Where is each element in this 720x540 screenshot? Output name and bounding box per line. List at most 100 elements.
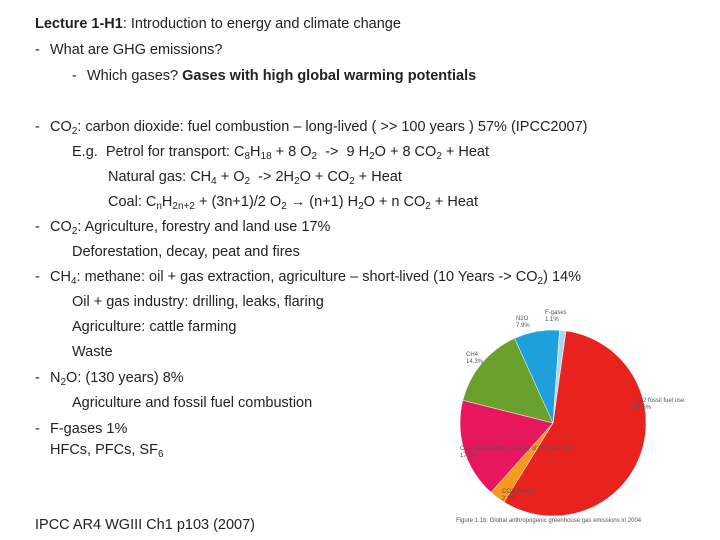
text-line: Which gases? Gases with high global warm… bbox=[87, 67, 476, 85]
text-line: F-gases 1% bbox=[50, 420, 127, 438]
text-line: What are GHG emissions? bbox=[50, 41, 222, 59]
text-run: 2 bbox=[281, 201, 287, 212]
text-run: Gases with high global warming potential… bbox=[182, 68, 477, 84]
text-line: Agriculture: cattle farming bbox=[72, 318, 236, 336]
text-run: + 8 O bbox=[271, 144, 312, 160]
text-run: Natural gas: CH bbox=[108, 169, 212, 185]
slice-label: CO2 (other) bbox=[502, 489, 534, 495]
text-run: + Heat bbox=[441, 144, 490, 160]
text-run: 2 bbox=[436, 151, 442, 162]
slice-label: N2O bbox=[516, 316, 529, 322]
text-run: 6 bbox=[157, 449, 164, 460]
text-run: + (3n+1)/2 O bbox=[194, 194, 282, 210]
slice-value: 56.6% bbox=[634, 405, 652, 411]
text-run: CO bbox=[50, 219, 72, 235]
text-run: 2 bbox=[294, 176, 300, 187]
text-run: 2 bbox=[71, 126, 78, 137]
text-run: + Heat bbox=[354, 169, 402, 185]
text-run: CO bbox=[50, 119, 72, 135]
text-run: 2 bbox=[369, 151, 375, 162]
text-run: + O bbox=[216, 169, 245, 185]
text-run: 18 bbox=[260, 151, 272, 162]
slice-label: CO2 (deforestation, decay of biomass, et… bbox=[460, 446, 574, 452]
text-run: Which gases? bbox=[87, 68, 183, 84]
slice-label: CH4 bbox=[466, 352, 479, 358]
text-run: O + 8 CO bbox=[374, 144, 437, 160]
text-line: Coal: CnH2n+2 + (3n+1)/2 O2 → (n+1) H2O … bbox=[108, 193, 478, 216]
text-run: + Heat bbox=[430, 194, 478, 210]
text-run: 2 bbox=[349, 176, 355, 187]
text-run: : carbon dioxide: fuel combustion – long… bbox=[77, 119, 588, 135]
text-run: 2 bbox=[244, 176, 251, 187]
text-run: Coal: C bbox=[108, 194, 157, 210]
text-run: 2 bbox=[71, 226, 78, 237]
bullet: ‑ bbox=[72, 68, 77, 84]
text-run: Waste bbox=[72, 344, 113, 360]
slice-value: 7.9% bbox=[516, 323, 530, 329]
footer: IPCC AR4 WGIII Ch1 p103 (2007) bbox=[35, 517, 256, 533]
text-run: E.g. Petrol for transport: C bbox=[72, 144, 245, 160]
text-line: CO2: carbon dioxide: fuel combustion – l… bbox=[50, 118, 588, 141]
text-run: Deforestation, decay, peat and fires bbox=[72, 244, 300, 260]
text-run: What are GHG emissions? bbox=[50, 42, 223, 58]
text-run: Agriculture and fossil fuel combustion bbox=[72, 395, 313, 411]
text-run: 8 bbox=[244, 151, 251, 162]
text-run: O: (130 years) 8% bbox=[66, 370, 184, 386]
text-line: Agriculture and fossil fuel combustion bbox=[72, 394, 312, 412]
text-run: 4 bbox=[211, 176, 217, 187]
text-run: 2 bbox=[537, 276, 544, 287]
bullet: ‑ bbox=[35, 370, 40, 386]
text-run: → (n+1) H bbox=[286, 194, 359, 210]
text-line: Deforestation, decay, peat and fires bbox=[72, 243, 300, 261]
bullet: ‑ bbox=[35, 421, 40, 437]
text-run: 2n+2 bbox=[172, 201, 195, 212]
text-line: N2O: (130 years) 8% bbox=[50, 369, 184, 392]
text-run: : Agriculture, forestry and land use 17% bbox=[77, 219, 331, 235]
text-run: Agriculture: cattle farming bbox=[72, 319, 237, 335]
text-run: 4 bbox=[70, 276, 77, 287]
text-run: ) 14% bbox=[543, 269, 581, 285]
slice-value: 1.1% bbox=[545, 317, 559, 323]
text-line: HFCs, PFCs, SF6 bbox=[50, 441, 164, 464]
text-run: : methane: oil + gas extraction, agricul… bbox=[76, 269, 538, 285]
slice-value: 2.8% bbox=[502, 496, 516, 502]
text-line: CO2: Agriculture, forestry and land use … bbox=[50, 218, 330, 241]
text-line: Oil + gas industry: drilling, leaks, fla… bbox=[72, 293, 324, 311]
bullet: ‑ bbox=[35, 119, 40, 135]
bullet: ‑ bbox=[35, 269, 40, 285]
text-run: 2 bbox=[425, 201, 431, 212]
text-run: O + CO bbox=[299, 169, 350, 185]
text-line: CH4: methane: oil + gas extraction, agri… bbox=[50, 268, 581, 291]
text-line: E.g. Petrol for transport: C8H18 + 8 O2 … bbox=[72, 143, 489, 166]
text-run: O + n CO bbox=[363, 194, 426, 210]
heading-bold: Lecture 1-H1 bbox=[35, 16, 123, 32]
pie-slice bbox=[503, 330, 647, 517]
text-line: Waste bbox=[72, 343, 113, 361]
text-run: Oil + gas industry: drilling, leaks, fla… bbox=[72, 294, 324, 310]
text-run: -> 2H bbox=[250, 169, 295, 185]
heading-text: : Introduction to energy and climate cha… bbox=[122, 16, 401, 32]
slice-value: 14.3% bbox=[466, 359, 484, 365]
pie-slice bbox=[459, 400, 554, 493]
text-run: H bbox=[161, 194, 173, 210]
text-run: H bbox=[250, 144, 261, 160]
heading: Lecture 1-H1: Introduction to energy and… bbox=[35, 15, 401, 33]
slice-label: CO2 fossil fuel use bbox=[634, 398, 685, 404]
slice-value: 17.3% bbox=[460, 453, 478, 459]
text-run: HFCs, PFCs, SF bbox=[50, 442, 158, 458]
slice-label: F-gases bbox=[545, 310, 567, 316]
text-run: 2 bbox=[358, 201, 364, 212]
text-run: F-gases 1% bbox=[50, 421, 128, 437]
figure-caption: Figure 1.1b: Global anthropogenic greenh… bbox=[456, 518, 642, 524]
text-run: -> 9 H bbox=[317, 144, 370, 160]
text-run: 2 bbox=[311, 151, 318, 162]
text-run: 2 bbox=[60, 377, 67, 388]
text-line: Natural gas: CH4 + O2 -> 2H2O + CO2 + He… bbox=[108, 168, 402, 191]
bullet: ‑ bbox=[35, 219, 40, 235]
pie-slice bbox=[462, 337, 554, 424]
text-run: n bbox=[156, 201, 162, 212]
text-run: N bbox=[50, 370, 61, 386]
bullet: ‑ bbox=[35, 42, 40, 58]
